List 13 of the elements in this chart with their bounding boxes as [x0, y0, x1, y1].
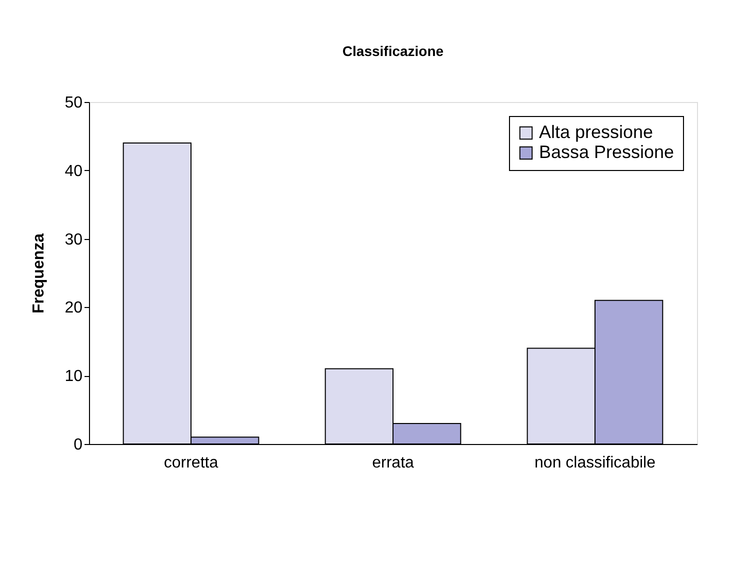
- y-tick-label: 40: [64, 162, 83, 180]
- x-tick-label: corretta: [164, 454, 218, 472]
- y-tick-label: 10: [64, 368, 83, 386]
- x-tick-label: errata: [372, 454, 414, 472]
- y-tick-label: 30: [64, 231, 83, 248]
- y-tick-label: 0: [74, 436, 83, 454]
- legend-label: Bassa Pressione: [539, 142, 674, 162]
- legend-label: Alta pressione: [539, 122, 654, 142]
- chart-title: Classificazione: [342, 43, 444, 59]
- y-axis-title: Frequenza: [30, 233, 48, 314]
- y-tick-label: 20: [64, 300, 83, 317]
- y-tick-label: 50: [64, 94, 83, 112]
- x-tick-label: non classificabile: [534, 454, 656, 472]
